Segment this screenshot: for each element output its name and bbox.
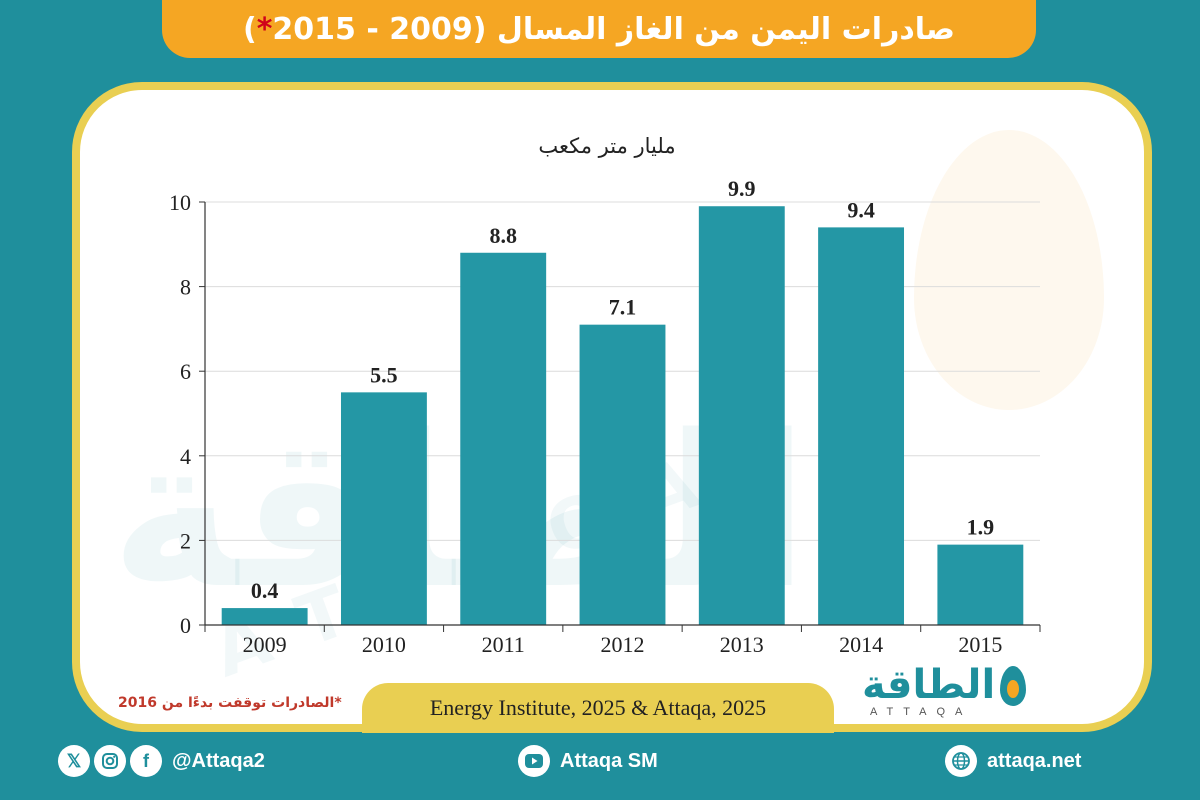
data-label: 5.5 — [370, 362, 398, 387]
drop-icon — [1000, 666, 1026, 706]
x-icon[interactable]: 𝕏 — [58, 745, 90, 777]
brand-logo-arabic: الطاقة — [862, 662, 996, 708]
footnote: *الصادرات توقفت بدءًا من 2016 — [118, 695, 342, 711]
bar — [460, 252, 547, 625]
bar — [221, 608, 308, 625]
brand-logo-latin: ATTAQA — [870, 706, 973, 718]
x-tick-label: 2011 — [482, 632, 525, 657]
data-label: 8.8 — [489, 223, 517, 248]
x-tick-label: 2015 — [958, 632, 1002, 657]
data-label: 0.4 — [251, 578, 279, 603]
data-label: 9.9 — [728, 176, 756, 201]
website-link[interactable]: attaqa.net — [945, 745, 1081, 777]
y-tick-label: 8 — [180, 275, 191, 300]
data-label: 7.1 — [609, 295, 637, 320]
facebook-icon[interactable]: f — [130, 745, 162, 777]
title-asterisk: * — [256, 11, 273, 47]
y-tick-label: 2 — [180, 528, 191, 553]
x-tick-label: 2009 — [243, 632, 287, 657]
y-tick-label: 4 — [180, 444, 191, 469]
brand-logo: الطاقة ATTAQA — [862, 662, 1032, 726]
bar — [818, 227, 905, 625]
social-links: 𝕏 f @Attaqa2 — [58, 745, 265, 777]
bar — [937, 544, 1024, 625]
y-tick-label: 6 — [180, 359, 191, 384]
x-tick-label: 2013 — [720, 632, 764, 657]
globe-icon[interactable] — [945, 745, 977, 777]
bar — [340, 392, 427, 625]
bar — [579, 324, 666, 625]
y-tick-label: 10 — [169, 190, 191, 215]
website-label[interactable]: attaqa.net — [987, 749, 1082, 772]
x-tick-label: 2012 — [601, 632, 645, 657]
y-axis-unit-label: مليار متر مكعب — [538, 134, 675, 158]
youtube-icon[interactable] — [518, 745, 550, 777]
data-label: 1.9 — [967, 515, 995, 540]
instagram-icon[interactable] — [94, 745, 126, 777]
youtube-link[interactable]: Attaqa SM — [518, 745, 658, 777]
watermark-drop-icon — [914, 130, 1104, 410]
watermark-logo-arabic: الطاقة — [110, 390, 810, 635]
x-tick-label: 2010 — [362, 632, 406, 657]
social-handle[interactable]: @Attaqa2 — [172, 749, 265, 772]
source-label: Energy Institute, 2025 & Attaqa, 2025 — [362, 683, 834, 733]
chart-title: صادرات اليمن من الغاز المسال (2009 - 201… — [242, 11, 956, 47]
y-tick-label: 0 — [180, 613, 191, 638]
data-label: 9.4 — [847, 197, 875, 222]
title-banner: صادرات اليمن من الغاز المسال (2009 - 201… — [162, 0, 1036, 58]
x-tick-label: 2014 — [839, 632, 883, 657]
youtube-label[interactable]: Attaqa SM — [560, 749, 658, 772]
bar — [698, 206, 785, 626]
